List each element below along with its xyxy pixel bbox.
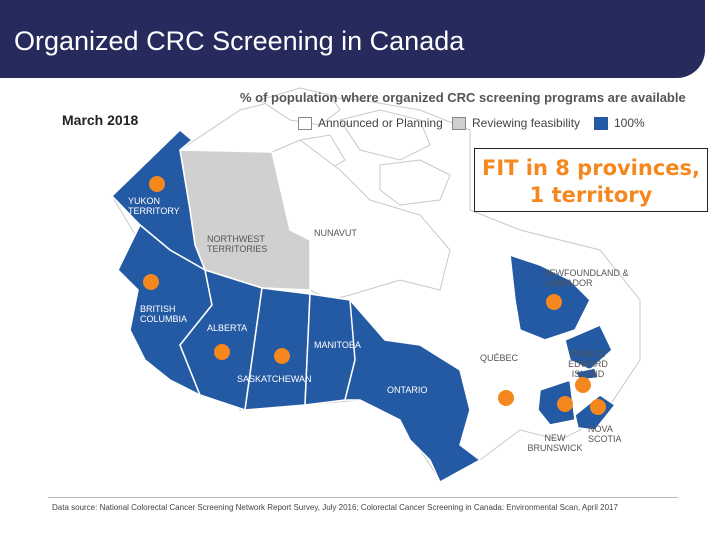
fit-marker-bc <box>143 274 159 290</box>
ontario <box>344 297 482 484</box>
newfoundland-labrador <box>509 253 613 371</box>
fit-marker-yukon <box>149 176 165 192</box>
label-new-brunswick: NEW BRUNSWICK <box>527 433 583 453</box>
pei <box>573 367 599 381</box>
fit-marker-new-brunswick <box>557 396 573 412</box>
label-nunavut: NUNAVUT <box>314 228 357 238</box>
legend-title: % of population where organized CRC scre… <box>240 90 686 105</box>
fit-marker-quebec <box>498 390 514 406</box>
legend-label: Announced or Planning <box>318 116 443 130</box>
label-nova-scotia: NOVA SCOTIA <box>588 424 622 444</box>
label-quebec: QUÉBEC <box>480 353 519 363</box>
label-bc: BRITISH COLUMBIA <box>140 304 188 324</box>
label-pei: PRINCE EDWARD ISLAND <box>568 349 608 379</box>
british-columbia <box>117 223 213 397</box>
label-newfoundland: NEWFOUNDLAND & LABRADOR <box>543 268 629 288</box>
new-brunswick <box>537 378 576 426</box>
legend-label: 100% <box>614 116 645 130</box>
label-ontario: ONTARIO <box>387 385 428 395</box>
label-nwt: NORTHWEST TERRITORIES <box>207 234 268 254</box>
fit-marker-newfoundland <box>546 294 562 310</box>
divider <box>48 497 678 498</box>
legend-label: Reviewing feasibility <box>472 116 581 130</box>
legend-swatch <box>452 116 466 130</box>
legend-item-announced: Announced or Planning <box>298 116 443 130</box>
legend-swatch <box>298 116 312 130</box>
fit-marker-saskatchewan <box>274 348 290 364</box>
fit-marker-alberta <box>214 344 230 360</box>
legend-item-reviewing: Reviewing feasibility <box>452 116 580 130</box>
label-alberta: ALBERTA <box>207 323 248 333</box>
slide-title: Organized CRC Screening in Canada <box>14 26 465 56</box>
legend-item-available: 100% <box>594 116 645 130</box>
label-saskatchewan: SASKATCHEWAN <box>237 374 312 384</box>
title-bar: Organized CRC Screening in Canada <box>0 0 705 78</box>
callout-line-2: 1 territory <box>529 183 653 207</box>
label-manitoba: MANITOBA <box>314 340 361 350</box>
date-label: March 2018 <box>62 112 139 128</box>
fit-marker-nova-scotia <box>590 399 606 415</box>
fit-marker-pei <box>575 377 591 393</box>
fit-callout: FIT in 8 provinces, 1 territory <box>474 148 708 212</box>
label-yukon: YUKON TERRITORY <box>128 196 180 216</box>
callout-line-1: FIT in 8 provinces, <box>482 156 700 180</box>
legend-swatch <box>594 116 608 130</box>
data-source: Data source: National Colorectal Cancer … <box>52 503 618 512</box>
